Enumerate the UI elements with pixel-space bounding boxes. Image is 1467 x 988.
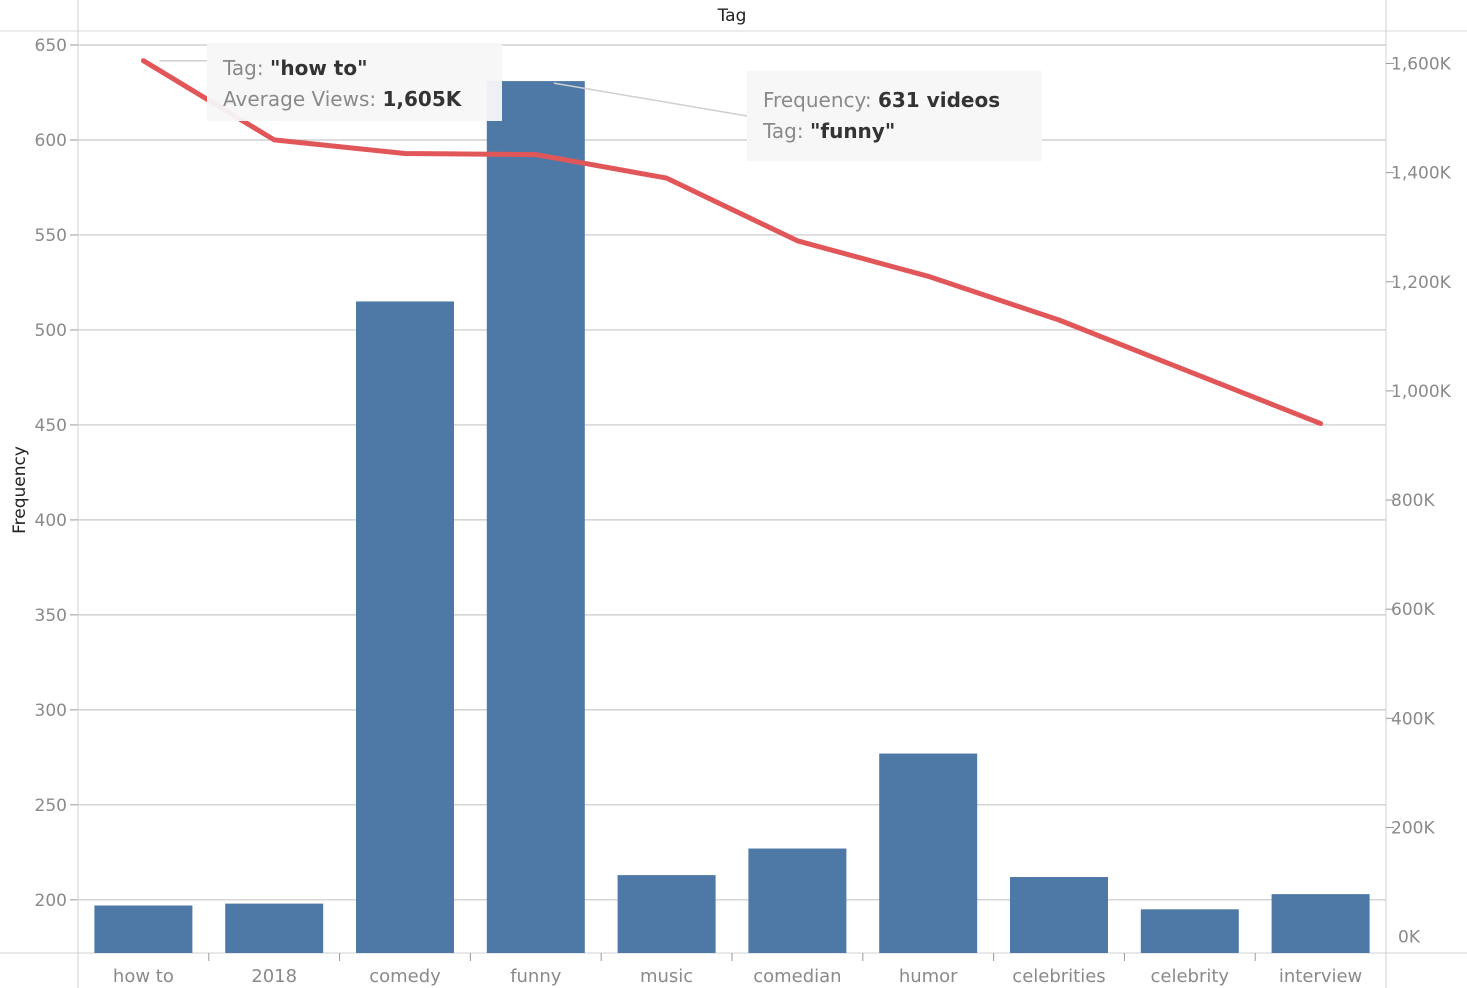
left-tick-label: 550 (35, 226, 67, 246)
bar-music (617, 875, 716, 953)
tooltip-value: 631 videos (877, 88, 1001, 112)
right-tick-label: 600K (1391, 600, 1435, 620)
right-tick-label: 1,400K (1391, 164, 1452, 184)
x-category-label: funny (510, 966, 562, 987)
bar-humor (879, 753, 978, 953)
tooltip-label: Frequency: (763, 88, 878, 112)
tooltip-label: Tag: (223, 56, 270, 80)
right-y-axis: 0K 200K 400K 600K 800K 1,000K 1,200K 1,400K 1,60… (1386, 54, 1452, 948)
tooltip-line: Tag: "funny" (763, 116, 1026, 147)
right-tick-label: 800K (1391, 491, 1435, 511)
tooltip-line: Average Views: 1,605K (223, 84, 486, 115)
x-category-label: comedy (369, 966, 441, 987)
bar-2018 (225, 903, 324, 953)
right-tick-label: 1,000K (1391, 382, 1452, 402)
bar-interview (1271, 894, 1370, 953)
tooltip-line: Tag: "how to" (223, 53, 486, 84)
connector-funny (553, 82, 748, 117)
bar-how-to (94, 905, 193, 953)
right-tick-label: 200K (1391, 818, 1435, 838)
x-category-label: celebrities (1012, 966, 1105, 987)
chart-title: Tag (717, 6, 747, 26)
bar-celebrity (1140, 909, 1239, 953)
bar-series (94, 81, 1370, 954)
tooltip-line: Frequency: 631 videos (763, 85, 1026, 116)
tooltip-value: "how to" (269, 56, 368, 80)
x-category-label: comedian (753, 966, 841, 987)
bar-comedian (748, 848, 847, 953)
left-tick-label: 500 (35, 321, 67, 341)
line-series-average-views (140, 58, 1324, 427)
bar-celebrities (1010, 877, 1108, 953)
tooltip-label: Tag: (763, 119, 810, 143)
x-category-label: music (640, 966, 693, 987)
x-category-label: interview (1279, 966, 1362, 987)
right-tick-label: 1,600K (1391, 54, 1452, 74)
x-category-label: humor (899, 966, 958, 987)
tooltip-connectors (159, 59, 748, 117)
left-tick-label: 450 (35, 416, 67, 436)
right-tick-label: 400K (1391, 709, 1435, 729)
x-category-label: celebrity (1151, 966, 1230, 987)
left-tick-label: 250 (35, 796, 67, 816)
tooltip-label: Average Views: (223, 87, 383, 111)
bar-comedy (356, 301, 454, 954)
x-category-label: 2018 (251, 966, 297, 987)
left-tick-label: 350 (35, 606, 67, 626)
left-y-axis: 200 250 300 350 400 450 500 550 600 650 (35, 36, 67, 911)
tooltip-value: 1,605K (382, 87, 462, 111)
left-tick-label: 400 (35, 511, 67, 531)
left-tick-label: 200 (35, 891, 67, 911)
x-category-label: how to (113, 966, 174, 987)
bar-funny (486, 81, 585, 954)
left-tick-label: 600 (35, 131, 67, 151)
tooltip-funny: Frequency: 631 videos Tag: "funny" (747, 71, 1042, 161)
tooltip-how-to: Tag: "how to" Average Views: 1,605K (207, 43, 502, 121)
right-tick-label: 1,200K (1391, 273, 1452, 293)
gridlines (70, 44, 1386, 901)
tooltip-value: "funny" (809, 119, 896, 143)
right-tick-label: 0K (1398, 928, 1421, 948)
left-tick-label: 650 (35, 36, 67, 56)
x-axis-categories: how to 2018 comedy funny music comedian humor c… (113, 953, 1362, 987)
y-axis-title: Frequency (10, 446, 30, 534)
left-tick-label: 300 (35, 701, 67, 721)
